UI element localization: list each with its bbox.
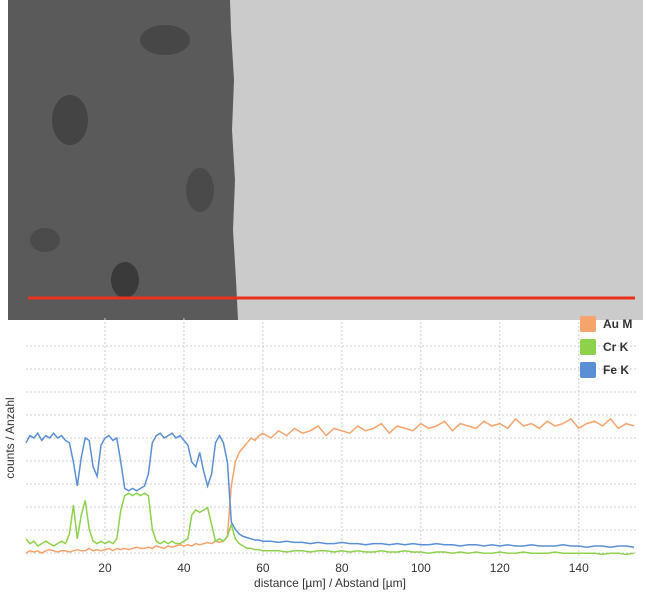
- legend-swatch: [580, 339, 596, 355]
- pore: [30, 228, 60, 252]
- pore: [111, 262, 139, 298]
- legend-label: Au M: [603, 317, 632, 331]
- x-tick-label: 60: [256, 561, 270, 575]
- pore: [140, 25, 190, 55]
- legend-label: Cr K: [603, 340, 629, 354]
- legend-swatch: [580, 362, 596, 378]
- data-line: [25, 431, 635, 548]
- x-tick-label: 140: [569, 561, 589, 575]
- x-tick-label: 120: [490, 561, 510, 575]
- x-tick-label: 40: [177, 561, 191, 575]
- y-axis-label: counts / Anzahl: [3, 397, 17, 478]
- data-line: [25, 492, 635, 556]
- x-tick-label: 80: [335, 561, 349, 575]
- light-region: [230, 0, 643, 320]
- data-line: [25, 417, 635, 555]
- x-tick-label: 100: [411, 561, 431, 575]
- grid: [26, 345, 638, 554]
- micrograph: [8, 0, 643, 320]
- pore: [186, 168, 214, 212]
- pore: [52, 95, 88, 145]
- legend-label: Fe K: [603, 363, 629, 377]
- legend-swatch: [580, 316, 596, 332]
- x-axis-label: distance [µm] / Abstand [µm]: [254, 576, 406, 590]
- x-tick-label: 20: [98, 561, 112, 575]
